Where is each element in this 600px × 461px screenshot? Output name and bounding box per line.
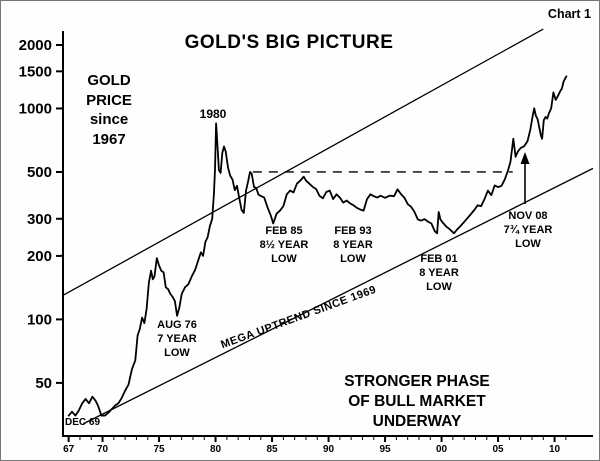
nov08-arrowhead-icon [520, 152, 530, 164]
x-axis-tick-label: 67 [63, 444, 75, 455]
y-axis-tick-label: 2000 [19, 37, 52, 54]
mega-uptrend-lower-trendline [83, 167, 594, 425]
gold-price-line [67, 75, 568, 417]
x-axis-tick-label: 80 [210, 444, 222, 455]
y-axis-tick-label: 1000 [19, 100, 52, 117]
annotation-1980-peak: 1980 [199, 107, 227, 121]
y-axis-tick-label: 50 [35, 375, 52, 392]
chart-title: GOLD'S BIG PICTURE [184, 32, 394, 53]
y-axis-tick-label: 100 [27, 311, 52, 328]
y-axis-tick-label: 1500 [19, 63, 52, 80]
chart-number-label: Chart 1 [547, 7, 591, 21]
x-axis-tick-label: 70 [97, 444, 109, 455]
y-axis-tick-label: 500 [27, 164, 52, 181]
x-axis-tick-label: 10 [549, 444, 561, 455]
x-axis-tick-label: 90 [323, 444, 335, 455]
x-axis-tick-label: 75 [153, 444, 165, 455]
x-axis-tick-label: 85 [266, 444, 278, 455]
annotation-feb85-low: FEB 85 8½ YEAR LOW [259, 225, 309, 266]
annotation-aug76-low: AUG 76 7 YEAR LOW [157, 319, 197, 360]
annotation-feb01-low: FEB 01 8 YEAR LOW [419, 253, 459, 294]
x-axis-tick-label: 00 [436, 444, 448, 455]
upper-channel-trendline [62, 28, 544, 296]
gold-price-since-1967-label: GOLD PRICE since 1967 [86, 72, 132, 148]
annotation-nov08-low: NOV 08 7¾ YEAR LOW [503, 210, 553, 251]
stronger-phase-label: STRONGER PHASE OF BULL MARKET UNDERWAY [344, 373, 490, 431]
axes [62, 31, 593, 437]
x-axis-tick-label: 95 [380, 444, 392, 455]
annotation-dec69: DEC 69 [65, 417, 101, 428]
x-axis-tick-label: 05 [493, 444, 505, 455]
y-axis-tick-label: 300 [27, 211, 52, 228]
annotation-feb93-low: FEB 93 8 YEAR LOW [333, 225, 373, 266]
y-axis-tick-label: 200 [27, 248, 52, 265]
